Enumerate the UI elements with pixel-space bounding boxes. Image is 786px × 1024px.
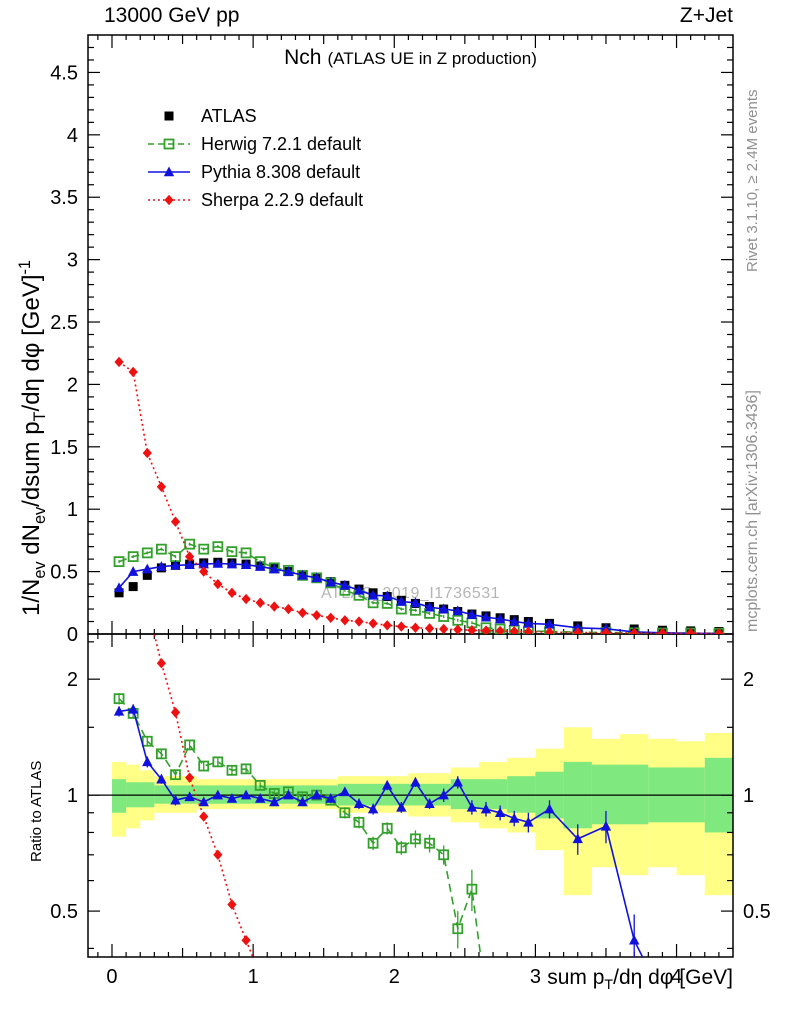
svg-text:3.5: 3.5 [50, 187, 78, 209]
legend-item-sherpa-2-2-9-default: Sherpa 2.2.9 default [146, 186, 363, 214]
series-sherpa-2-2-9-default [153, 634, 254, 957]
svg-text:3: 3 [530, 966, 541, 988]
svg-text:4: 4 [67, 125, 78, 147]
svg-text:1: 1 [248, 966, 259, 988]
svg-text:2: 2 [67, 374, 78, 396]
legend-label: ATLAS [201, 105, 257, 126]
svg-text:1.5: 1.5 [50, 437, 78, 459]
ratio-y-axis-label: Ratio to ATLAS [28, 760, 45, 862]
observable-name: Nch [284, 46, 322, 69]
legend: ATLAS Herwig 7.2.1 default Pythia 8.308 de… [146, 102, 363, 214]
ratio-panel-data [113, 634, 644, 957]
series-pythia-8-308-default [113, 557, 723, 634]
svg-text:2.5: 2.5 [50, 312, 78, 334]
series-pythia-8-308-default [113, 703, 644, 957]
svg-text:0: 0 [106, 966, 117, 988]
main-panel-data [113, 356, 725, 634]
svg-text:0.5: 0.5 [50, 901, 78, 923]
svg-text:0.5: 0.5 [743, 901, 771, 923]
mcplots-citation-note: mcplots.cern.ch [arXiv:1306.3436] [744, 390, 761, 632]
series-herwig-7-2-1-default [113, 693, 482, 957]
axis-tick-labels: 0 0.5 1 1.5 2 2.5 3 3.5 4 4.5 0.5 0.5 1 1 2 2 0 1 2 3 4 [50, 62, 771, 988]
watermark-analysis-id: ATLAS_2019_I1736531 [320, 585, 501, 602]
ratio-uncertainty-bands [111, 727, 733, 896]
svg-text:2: 2 [67, 669, 78, 691]
rivet-version-note: Rivet 3.1.10, ≥ 2.4M events [744, 89, 761, 273]
main-y-axis-label: 1/Nev dNev/dsum pT/dη dφ [GeV]-1 [16, 259, 49, 616]
analysis-context: (ATLAS UE in Z production) [327, 49, 537, 68]
legend-marker-icon [148, 194, 190, 206]
svg-text:0.5: 0.5 [50, 562, 78, 584]
legend-label: Pythia 8.308 default [201, 161, 361, 182]
svg-text:1: 1 [67, 785, 78, 807]
beam-energy-label: 13000 GeV pp [104, 4, 240, 27]
svg-text:4.5: 4.5 [50, 62, 78, 84]
x-axis-label: sum pT/dη dφ [GeV] [547, 966, 733, 994]
svg-text:2: 2 [743, 669, 754, 691]
legend-marker-icon [164, 111, 174, 121]
legend-marker-icon [148, 166, 190, 177]
legend-item-atlas: ATLAS [146, 102, 363, 130]
svg-text:2: 2 [389, 966, 400, 988]
legend-marker-icon [148, 138, 190, 150]
legend-label: Sherpa 2.2.9 default [201, 189, 364, 210]
svg-text:4: 4 [671, 966, 682, 988]
legend-item-herwig-7-2-1-default: Herwig 7.2.1 default [146, 130, 363, 158]
svg-text:0: 0 [67, 624, 78, 646]
axis-ticks [88, 35, 733, 957]
svg-text:3: 3 [67, 250, 78, 272]
legend-item-pythia-8-308-default: Pythia 8.308 default [146, 158, 363, 186]
series-sherpa-2-2-9-default [114, 356, 724, 634]
legend-label: Herwig 7.2.1 default [201, 133, 362, 154]
svg-text:1: 1 [67, 499, 78, 521]
series-herwig-7-2-1-default [113, 538, 725, 634]
process-label: Z+Jet [679, 4, 733, 27]
plot-title: Nch (ATLAS UE in Z production) [88, 46, 733, 70]
svg-text:1: 1 [743, 785, 754, 807]
